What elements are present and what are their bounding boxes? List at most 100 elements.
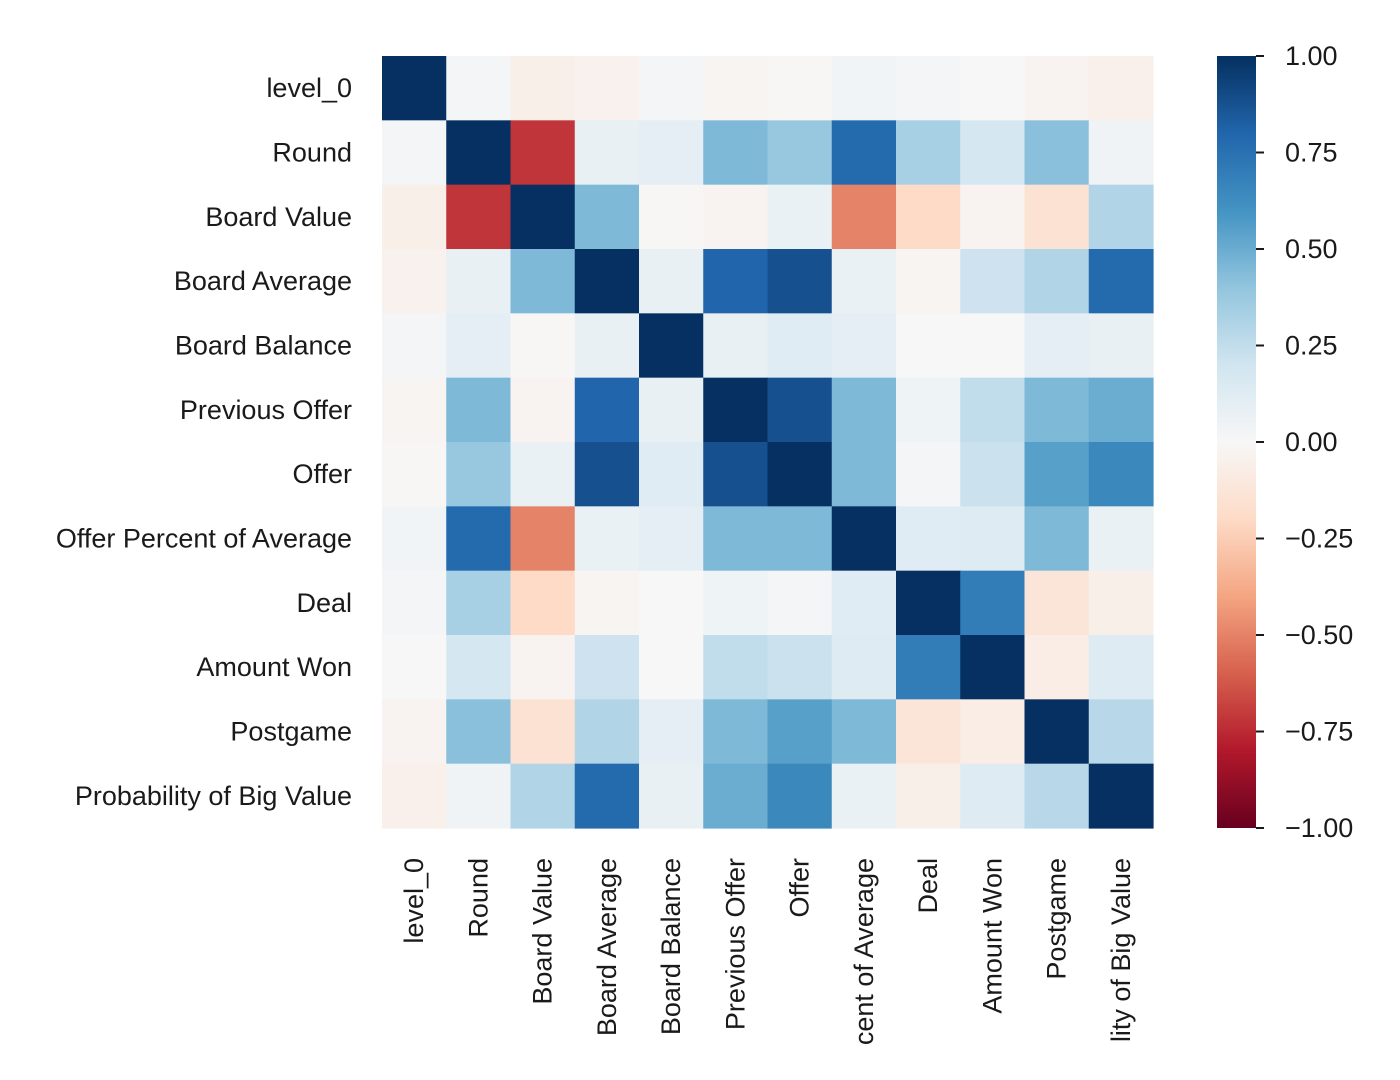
heatmap-cell [896, 377, 961, 443]
heatmap-cell [1024, 120, 1090, 186]
heatmap-cell [767, 635, 833, 700]
heatmap-cell [960, 635, 1026, 700]
heatmap-cell [446, 56, 512, 121]
heatmap-cell [382, 313, 447, 379]
heatmap-cell [703, 249, 769, 314]
heatmap-cell [1088, 184, 1154, 250]
heatmap-cell [446, 570, 512, 636]
heatmap-cell [831, 120, 897, 186]
heatmap-cells [382, 56, 1154, 829]
column-labels: level_0 Round Board Value Board Average Boar… [399, 858, 1136, 1045]
row-label: Postgame [230, 717, 352, 747]
heatmap-cell [510, 635, 576, 700]
heatmap-cell [896, 442, 961, 507]
heatmap-cell [446, 763, 512, 829]
row-label: Offer [292, 459, 352, 489]
heatmap-cell [574, 249, 640, 314]
heatmap-cell [382, 377, 447, 443]
colorbar-tick-label: 0.00 [1285, 427, 1338, 457]
heatmap-cell [1088, 570, 1154, 636]
column-label: Offer [785, 858, 815, 918]
heatmap-cell [831, 377, 897, 443]
heatmap-cell [767, 377, 833, 443]
heatmap-cell [382, 699, 447, 765]
colorbar-tick-label: 0.75 [1285, 138, 1338, 168]
heatmap-cell [382, 56, 447, 121]
row-label: Board Value [205, 202, 352, 232]
heatmap-cell [510, 377, 576, 443]
heatmap-cell [703, 120, 769, 186]
column-label: lity of Big Value [1106, 858, 1136, 1042]
column-label: Board Balance [656, 858, 686, 1035]
heatmap-cell [510, 184, 576, 250]
heatmap-cell [703, 570, 769, 636]
heatmap-cell [639, 763, 704, 829]
heatmap-cell [639, 570, 704, 636]
heatmap-cell [960, 506, 1026, 572]
heatmap-cell [510, 506, 576, 572]
heatmap-cell [896, 184, 961, 250]
heatmap-cell [896, 763, 961, 829]
heatmap-cell [703, 377, 769, 443]
heatmap-cell [767, 699, 833, 765]
heatmap-cell [574, 635, 640, 700]
heatmap-cell [510, 249, 576, 314]
heatmap-cell [831, 763, 897, 829]
heatmap-cell [639, 635, 704, 700]
heatmap-cell [1088, 506, 1154, 572]
colorbar-tick-label: 0.25 [1285, 331, 1338, 361]
heatmap-cell [896, 699, 961, 765]
heatmap-cell [1088, 56, 1154, 121]
row-label: Previous Offer [180, 395, 352, 425]
heatmap-cell [767, 763, 833, 829]
heatmap-cell [703, 635, 769, 700]
heatmap-cell [831, 56, 897, 121]
heatmap-cell [767, 56, 833, 121]
colorbar-tick-label: 0.50 [1285, 234, 1338, 264]
heatmap-cell [1024, 570, 1090, 636]
heatmap-cell [703, 699, 769, 765]
heatmap-cell [574, 120, 640, 186]
heatmap-cell [510, 570, 576, 636]
heatmap-cell [703, 313, 769, 379]
heatmap-cell [1024, 184, 1090, 250]
heatmap-cell [639, 313, 704, 379]
row-label: Probability of Big Value [75, 781, 352, 811]
heatmap-cell [639, 249, 704, 314]
colorbar-tick-label: −1.00 [1285, 813, 1353, 843]
heatmap-cell [1024, 506, 1090, 572]
heatmap-cell [767, 442, 833, 507]
heatmap-cell [510, 120, 576, 186]
heatmap-cell [703, 56, 769, 121]
colorbar-tick-label: −0.50 [1285, 620, 1353, 650]
row-label: Round [272, 138, 352, 168]
heatmap-cell [510, 763, 576, 829]
heatmap-cell [960, 313, 1026, 379]
heatmap-cell [446, 442, 512, 507]
heatmap-cell [1088, 249, 1154, 314]
row-labels: level_0 Round Board Value Board Average Boar… [56, 73, 352, 811]
heatmap-cell [574, 56, 640, 121]
heatmap-cell [510, 56, 576, 121]
heatmap-cell [1088, 120, 1154, 186]
colorbar-tick-label: −0.75 [1285, 717, 1353, 747]
heatmap-cell [510, 699, 576, 765]
heatmap-cell [574, 442, 640, 507]
heatmap-cell [1024, 56, 1090, 121]
heatmap-cell [446, 506, 512, 572]
heatmap-cell [960, 184, 1026, 250]
colorbar-gradient [1217, 56, 1256, 828]
row-label: Deal [296, 588, 352, 618]
heatmap-cell [1088, 763, 1154, 829]
heatmap-cell [639, 56, 704, 121]
heatmap-cell [896, 56, 961, 121]
heatmap-cell [960, 249, 1026, 314]
heatmap-cell [639, 442, 704, 507]
heatmap-cell [639, 699, 704, 765]
heatmap-cell [831, 506, 897, 572]
heatmap-cell [382, 442, 447, 507]
heatmap-cell [574, 699, 640, 765]
heatmap-cell [703, 506, 769, 572]
heatmap-cell [574, 570, 640, 636]
